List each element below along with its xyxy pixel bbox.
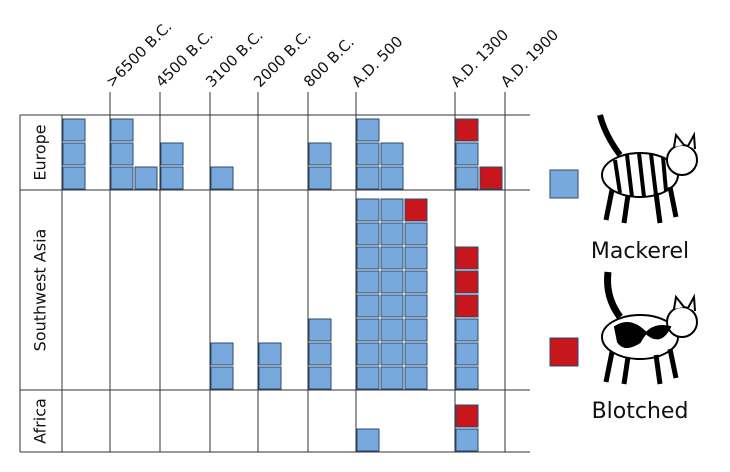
region-label: Southwest Asia [31, 229, 50, 352]
unit-square [308, 366, 332, 390]
legend-label: Mackerel [591, 239, 689, 264]
unit-square [308, 166, 332, 190]
legend-swatch [549, 169, 579, 199]
unit-square [356, 366, 380, 390]
unit-square [380, 270, 404, 294]
legend-swatch [549, 337, 579, 367]
unit-square [404, 270, 428, 294]
unit-square [258, 342, 282, 366]
unit-square [210, 342, 234, 366]
unit-square [380, 198, 404, 222]
unit-square [380, 166, 404, 190]
unit-square [356, 222, 380, 246]
unit-square [62, 118, 86, 142]
unit-square [455, 404, 479, 428]
unit-square [356, 246, 380, 270]
unit-square [160, 166, 184, 190]
legend-cat-mackerel [597, 114, 698, 224]
unit-square [356, 294, 380, 318]
unit-square [455, 294, 479, 318]
unit-square [380, 142, 404, 166]
unit-square [356, 318, 380, 342]
unit-square [110, 118, 134, 142]
unit-square [455, 366, 479, 390]
region-label: Africa [31, 398, 50, 444]
unit-square [455, 270, 479, 294]
unit-square [380, 294, 404, 318]
unit-square [455, 342, 479, 366]
unit-square [404, 294, 428, 318]
unit-square [404, 366, 428, 390]
unit-square [404, 222, 428, 246]
legend-cat-blotched [601, 271, 698, 385]
unit-square [455, 118, 479, 142]
unit-square [356, 142, 380, 166]
unit-square [110, 166, 134, 190]
period-label: A.D. 500 [348, 33, 406, 91]
unit-square [210, 366, 234, 390]
unit-square [308, 142, 332, 166]
unit-square [455, 318, 479, 342]
unit-square [380, 246, 404, 270]
unit-square [210, 166, 234, 190]
unit-square [356, 166, 380, 190]
unit-square [455, 142, 479, 166]
unit-square [479, 166, 503, 190]
unit-square [356, 270, 380, 294]
unit-square [455, 166, 479, 190]
legend-label: Blotched [592, 399, 689, 424]
unit-square [308, 342, 332, 366]
unit-square [380, 222, 404, 246]
unit-square [356, 118, 380, 142]
unit-square [404, 342, 428, 366]
unit-square [356, 198, 380, 222]
unit-square [62, 142, 86, 166]
unit-square [160, 142, 184, 166]
unit-square [356, 428, 380, 452]
unit-square [380, 342, 404, 366]
unit-square [380, 366, 404, 390]
unit-square [62, 166, 86, 190]
unit-square [455, 246, 479, 270]
unit-square [455, 428, 479, 452]
unit-square [110, 142, 134, 166]
region-label: Europe [31, 124, 50, 180]
unit-square [404, 318, 428, 342]
unit-square [404, 198, 428, 222]
unit-square [404, 246, 428, 270]
unit-square [308, 318, 332, 342]
unit-square [380, 318, 404, 342]
unit-square [258, 366, 282, 390]
unit-square [134, 166, 158, 190]
unit-square [356, 342, 380, 366]
